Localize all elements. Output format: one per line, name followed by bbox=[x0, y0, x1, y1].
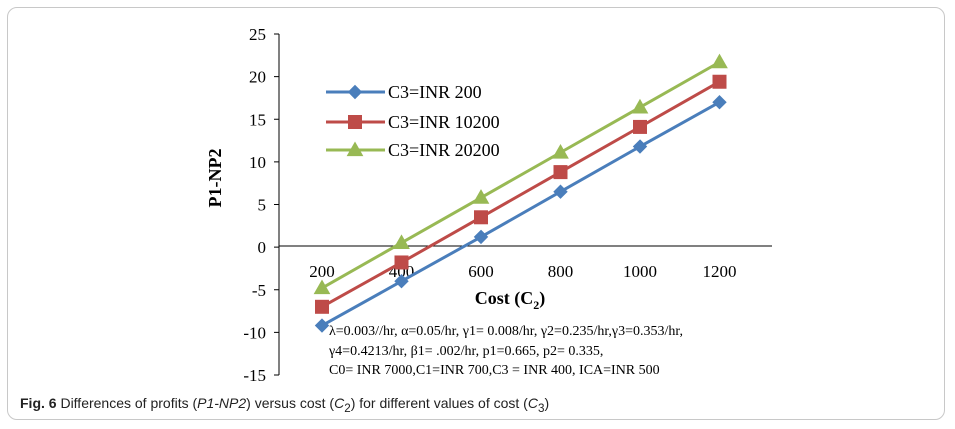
legend-label: C3=INR 20200 bbox=[388, 140, 500, 160]
y-tick-label: -15 bbox=[243, 366, 266, 385]
data-point bbox=[347, 84, 363, 100]
data-point bbox=[474, 210, 488, 225]
y-tick-label: 0 bbox=[258, 238, 267, 257]
caption-text-b: ) versus cost ( bbox=[246, 395, 335, 411]
caption-text-c: ) for different values of cost ( bbox=[350, 395, 528, 411]
legend-label: C3=INR 200 bbox=[388, 82, 482, 102]
caption-italic-1: P1-NP2 bbox=[197, 395, 247, 411]
data-point bbox=[711, 53, 728, 69]
annotation-line-3: C0= INR 7000,C1=INR 700,C3 = INR 400, IC… bbox=[329, 363, 660, 378]
data-point bbox=[394, 274, 409, 289]
data-point bbox=[553, 184, 568, 199]
y-tick-label: 25 bbox=[249, 25, 266, 44]
y-tick-label: -10 bbox=[243, 323, 266, 342]
y-tick-label: 15 bbox=[249, 110, 266, 129]
annotation-line-2: γ4=0.4213/hr, β1= .002/hr, p1=0.665, p2=… bbox=[328, 344, 603, 359]
caption-text-d: ) bbox=[544, 395, 550, 411]
data-point bbox=[313, 279, 331, 295]
y-axis-label: P1-NP2 bbox=[205, 149, 225, 208]
data-point bbox=[712, 74, 727, 89]
x-axis-label: Cost (C2) bbox=[475, 288, 546, 312]
x-tick-label: 600 bbox=[468, 262, 494, 281]
figure-caption: Fig. 6 Differences of profits (P1-NP2) v… bbox=[20, 395, 940, 415]
x-tick-label: 800 bbox=[548, 262, 574, 281]
legend-label: C3=INR 10200 bbox=[388, 112, 500, 132]
y-tick-label: 20 bbox=[249, 68, 266, 87]
series-group bbox=[313, 53, 728, 333]
x-tick-label: 1200 bbox=[703, 262, 737, 281]
data-point bbox=[553, 165, 568, 180]
data-point bbox=[473, 229, 489, 245]
y-tick-label: 10 bbox=[249, 153, 266, 172]
figure-label: Fig. 6 bbox=[20, 395, 57, 411]
data-point bbox=[632, 139, 648, 154]
data-point bbox=[314, 318, 330, 333]
x-tick-label: 200 bbox=[309, 262, 335, 281]
data-point bbox=[315, 299, 329, 314]
annotation-line-1: λ=0.003//hr, α=0.05/hr, γ1= 0.008/hr, γ2… bbox=[329, 324, 683, 339]
caption-italic-2: C bbox=[334, 395, 345, 411]
y-ticks: 25 20 15 10 5 0 -5 -10 -15 bbox=[243, 25, 279, 385]
data-point bbox=[394, 255, 409, 270]
caption-text-a: Differences of profits ( bbox=[60, 395, 198, 411]
x-tick-label: 1000 bbox=[623, 262, 657, 281]
y-tick-label: 5 bbox=[258, 196, 267, 215]
series-line bbox=[321, 100, 721, 327]
series-line bbox=[321, 60, 721, 290]
parameter-annotation: λ=0.003//hr, α=0.05/hr, γ1= 0.008/hr, γ2… bbox=[328, 324, 683, 378]
data-point bbox=[552, 143, 569, 159]
legend: C3=INR 200 C3=INR 10200 C3=INR 20200 bbox=[326, 82, 500, 160]
caption-italic-3: C bbox=[527, 395, 538, 411]
data-point bbox=[346, 141, 364, 157]
data-point bbox=[712, 94, 727, 110]
caption-sub-2: 2 bbox=[344, 401, 351, 415]
data-point bbox=[348, 115, 362, 129]
data-point bbox=[631, 98, 649, 114]
data-point bbox=[393, 234, 410, 249]
caption-sub-3: 3 bbox=[537, 401, 545, 415]
data-point bbox=[633, 119, 647, 134]
y-tick-label: -5 bbox=[252, 281, 266, 300]
series-line bbox=[321, 80, 721, 309]
data-point bbox=[472, 189, 490, 204]
